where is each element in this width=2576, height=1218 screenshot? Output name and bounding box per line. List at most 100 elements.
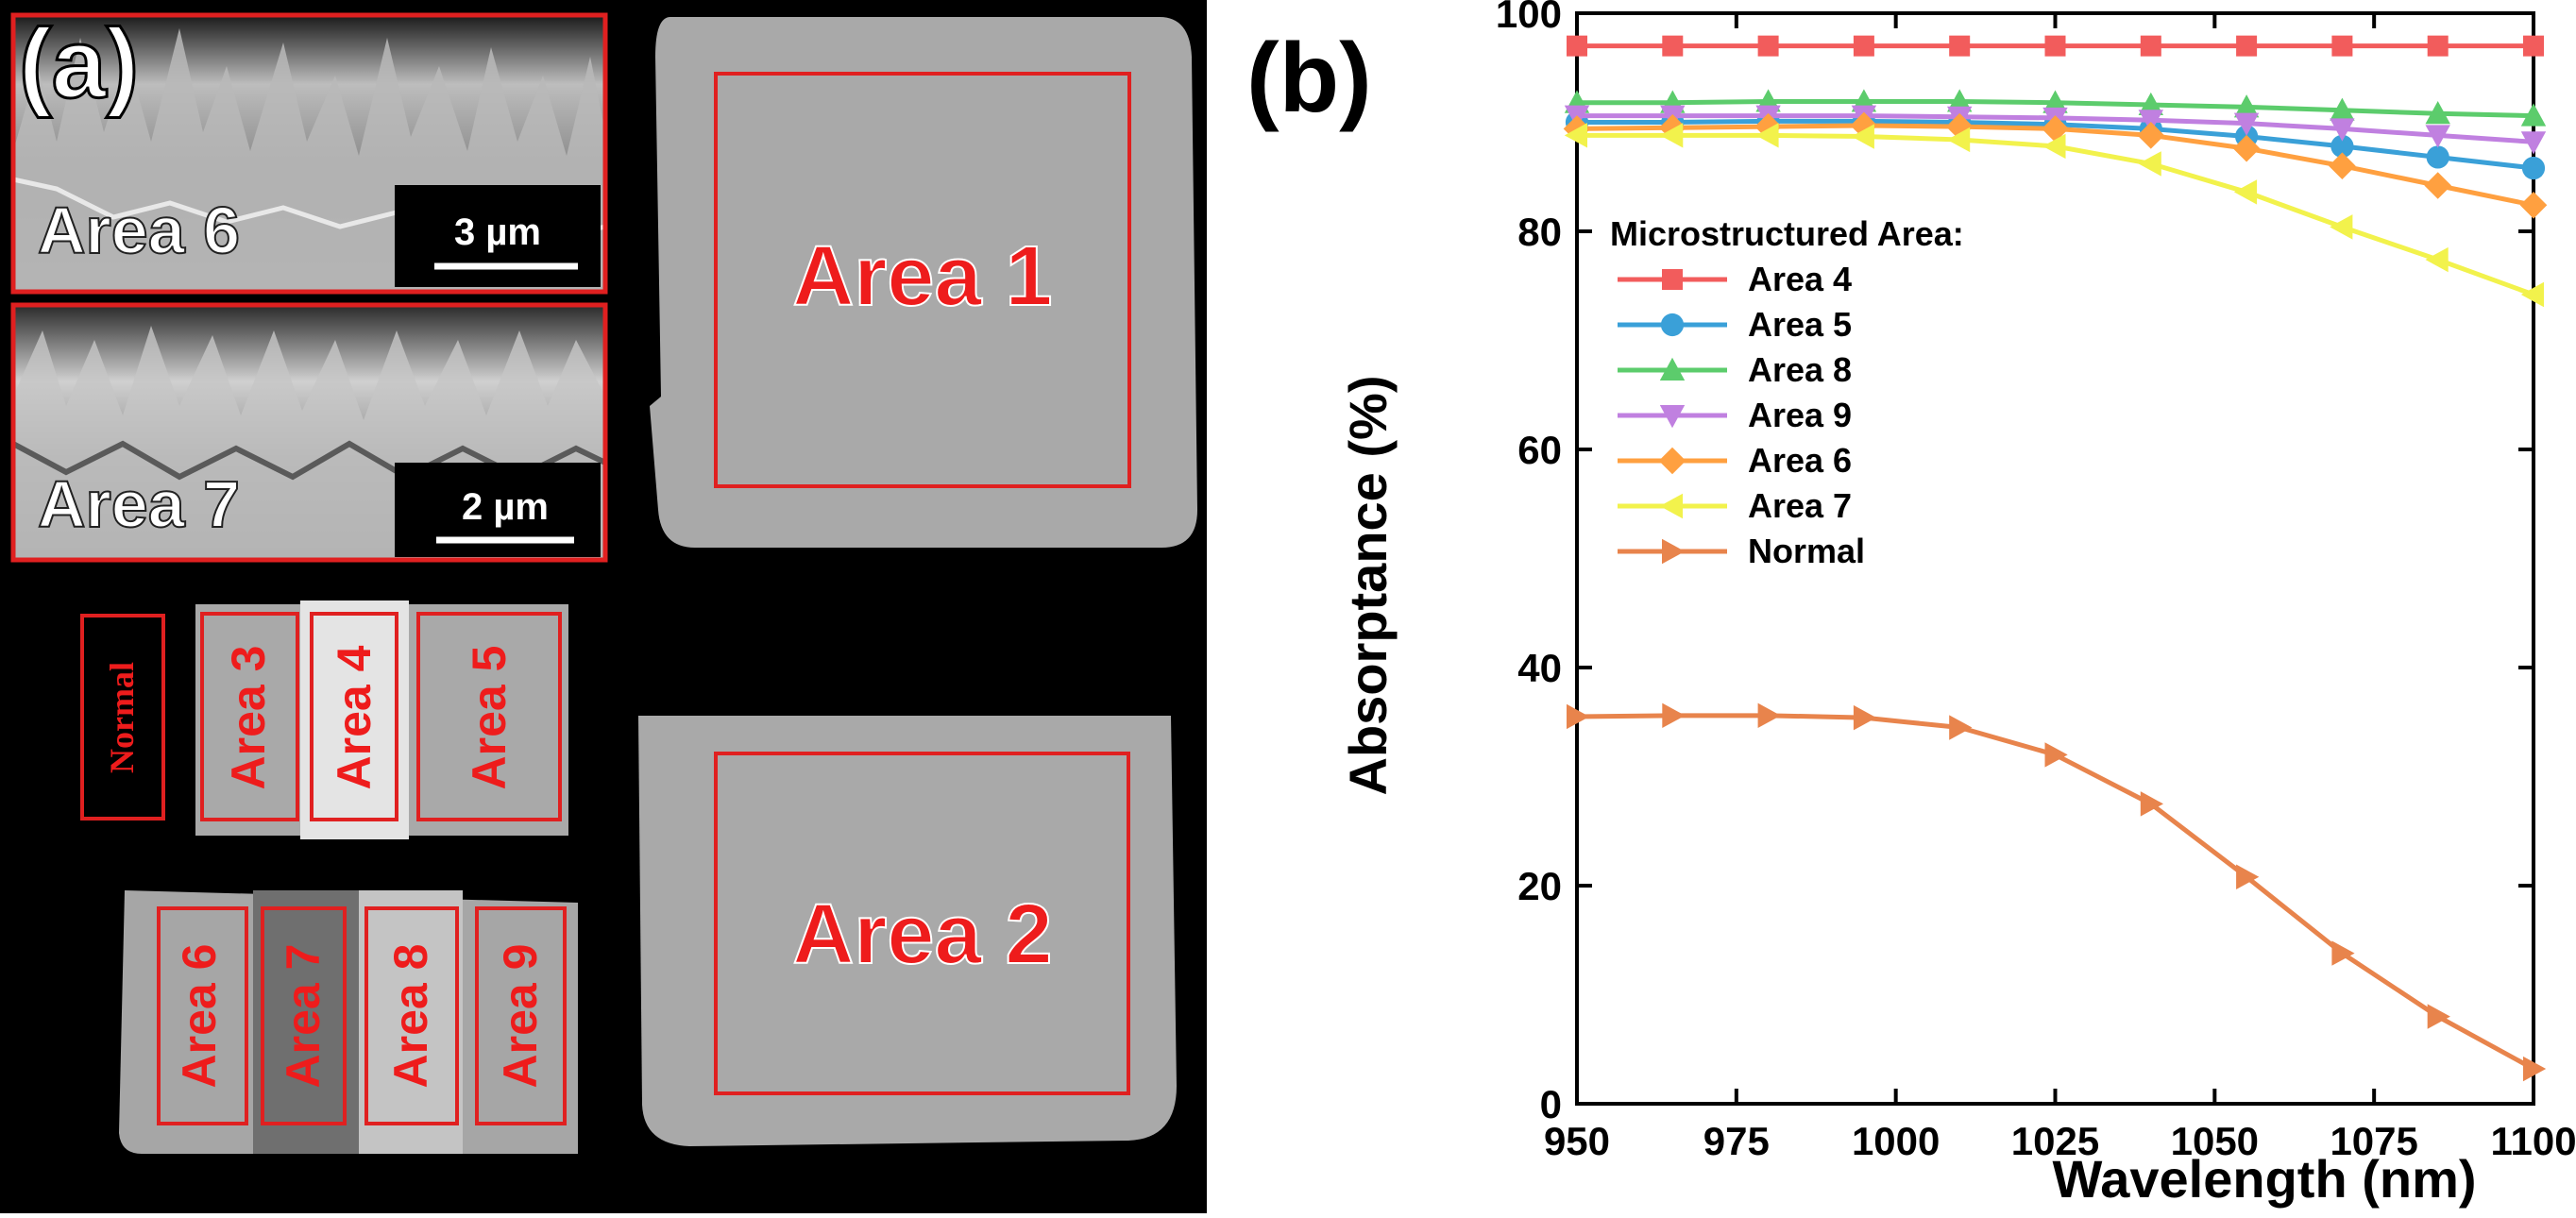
sem-inset-border <box>10 302 608 563</box>
legend-marker-area-4 <box>1662 269 1683 290</box>
point-area-9-1055 <box>2233 112 2260 136</box>
inset-area6-label: Area 6 <box>38 194 240 267</box>
legend-item-area-9: Area 9 <box>1618 396 1852 434</box>
point-normal-980 <box>1757 702 1781 729</box>
point-area-7-995 <box>1851 124 1874 149</box>
inset-area7-scale: 2 µm <box>462 486 549 528</box>
point-normal-1085 <box>2427 1004 2450 1029</box>
absorptance-chart-panel: 950 975 1000 1025 1050 1075 1100 0 20 40 60 80 100 M… <box>1209 0 2576 1218</box>
series-area-6 <box>1563 111 2548 219</box>
area2-outline <box>714 752 1130 1095</box>
y-tick-label-60: 60 <box>1517 428 1562 472</box>
sem-inset-area7 <box>10 302 608 563</box>
point-area-9-1100 <box>2520 131 2547 155</box>
point-area-4-950 <box>1567 35 1587 57</box>
point-area-7-1100 <box>2520 281 2544 308</box>
legend-label-area-9: Area 9 <box>1748 396 1852 434</box>
point-area-4-965 <box>1662 35 1684 57</box>
point-area-4-1055 <box>2236 35 2258 57</box>
y-tick-label-100: 100 <box>1496 0 1562 36</box>
inset-area6-scale: 3 µm <box>454 211 541 253</box>
point-area-9-1040 <box>2138 110 2163 133</box>
point-area-8-1010 <box>1947 89 1973 112</box>
y-axis-title: Absorptance (%) <box>1338 376 1398 796</box>
point-area-6-1025 <box>2042 115 2069 143</box>
area2-label: Area 2 <box>792 888 1052 982</box>
panel-b-label: (b) <box>1246 24 1372 133</box>
normal-label: Normal <box>103 662 141 773</box>
point-normal-1100 <box>2523 1056 2547 1082</box>
point-normal-995 <box>1853 704 1877 731</box>
series-area-8 <box>1564 89 2547 127</box>
legend-item-area-7: Area 7 <box>1618 486 1852 525</box>
x-tick-label-975: 975 <box>1703 1119 1770 1163</box>
legend-marker-area-9 <box>1659 405 1686 429</box>
point-area-5-1085 <box>2426 145 2449 169</box>
area7-label: Area 7 <box>277 944 330 1089</box>
point-area-7-1085 <box>2425 246 2449 273</box>
sample-photo-panel: (a) Area 6 3 µm Area 7 2 µm Area 1 Area … <box>0 0 1207 1213</box>
legend-marker-area-5 <box>1660 313 1685 337</box>
area4-label: Area 4 <box>328 645 381 789</box>
sample-area2 <box>638 716 1177 1146</box>
point-normal-1055 <box>2236 864 2260 889</box>
sample-area1 <box>650 17 1197 548</box>
sem-inset-border <box>10 12 608 295</box>
legend-item-area-4: Area 4 <box>1618 260 1852 298</box>
point-area-4-1010 <box>1949 35 1971 57</box>
point-normal-1040 <box>2140 791 2163 817</box>
normal-outline <box>80 614 165 820</box>
sample-strip-6789 <box>119 890 578 1154</box>
y-tick-label-20: 20 <box>1517 864 1562 908</box>
point-area-7-1055 <box>2233 179 2258 205</box>
point-area-4-995 <box>1853 35 1874 57</box>
y-tick-label-40: 40 <box>1517 646 1562 690</box>
panel-a-label: (a) <box>19 9 139 119</box>
point-area-8-1100 <box>2520 103 2547 127</box>
y-tick-label-0: 0 <box>1540 1082 1562 1126</box>
point-area-7-1010 <box>1947 127 1971 153</box>
legend-label-area-7: Area 7 <box>1748 486 1852 525</box>
point-normal-1070 <box>2331 940 2355 966</box>
legend-label-area-6: Area 6 <box>1748 441 1852 480</box>
point-area-8-1085 <box>2425 101 2450 125</box>
point-area-8-1040 <box>2138 92 2163 116</box>
point-normal-950 <box>1567 703 1590 730</box>
y-tick-label-80: 80 <box>1517 210 1562 254</box>
x-tick-label-1050: 1050 <box>2171 1119 2259 1163</box>
area6-label: Area 6 <box>173 944 226 1089</box>
series-normal <box>1567 702 2547 1082</box>
point-area-7-1040 <box>2138 151 2161 177</box>
x-tick-label-1075: 1075 <box>2330 1119 2417 1163</box>
legend-marker-area-6 <box>1658 447 1686 475</box>
point-area-4-980 <box>1757 35 1779 57</box>
point-area-4-1040 <box>2140 35 2161 57</box>
point-area-4-1025 <box>2044 35 2066 57</box>
point-area-7-980 <box>1755 123 1779 148</box>
point-area-6-1100 <box>2519 191 2548 219</box>
series-area-4 <box>1567 35 2544 57</box>
point-area-6-1055 <box>2232 134 2261 162</box>
sample-strip-345 <box>195 601 568 839</box>
x-tick-label-1100: 1100 <box>2490 1119 2576 1163</box>
point-area-8-1055 <box>2233 94 2260 118</box>
scale-bar-box <box>395 185 601 287</box>
x-tick-label-950: 950 <box>1544 1119 1610 1163</box>
legend-label-area-8: Area 8 <box>1748 350 1852 389</box>
point-area-4-1070 <box>2331 35 2353 57</box>
point-area-4-1085 <box>2427 35 2449 57</box>
legend-label-normal: Normal <box>1748 532 1865 570</box>
absorptance-chart: 950 975 1000 1025 1050 1075 1100 0 20 40 60 80 100 M… <box>1209 0 2576 1213</box>
x-tick-label-1025: 1025 <box>2011 1119 2099 1163</box>
point-normal-1025 <box>2044 742 2068 768</box>
legend-marker-normal <box>1662 538 1686 565</box>
legend-item-normal: Normal <box>1618 532 1865 570</box>
area5-label: Area 5 <box>463 646 516 790</box>
point-area-9-1070 <box>2330 118 2355 142</box>
point-area-7-965 <box>1660 123 1684 148</box>
point-area-6-1070 <box>2329 152 2356 179</box>
point-area-9-1085 <box>2425 125 2450 148</box>
point-area-4-1100 <box>2523 35 2544 57</box>
point-area-7-1070 <box>2330 214 2353 240</box>
point-area-5-1100 <box>2521 156 2546 180</box>
